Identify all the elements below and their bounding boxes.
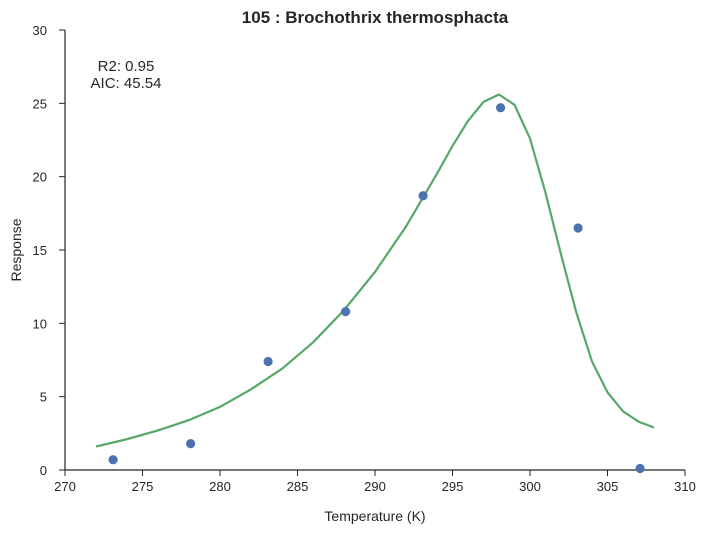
stats-annotation: R2: 0.95 AIC: 45.54	[91, 58, 162, 92]
y-tick-label: 0	[40, 463, 47, 478]
x-tick-label: 305	[597, 479, 619, 494]
y-tick-label: 30	[33, 23, 47, 38]
x-axis-ticks: 270 275 280 285 290 295 300 305 310	[54, 470, 696, 494]
x-tick-label: 280	[209, 479, 231, 494]
aic-annotation: AIC: 45.54	[91, 75, 162, 92]
y-tick-label: 20	[33, 170, 47, 185]
data-point	[418, 191, 428, 201]
data-point	[635, 463, 645, 474]
x-tick-label: 310	[674, 479, 696, 494]
data-point	[341, 307, 351, 317]
x-tick-label: 275	[132, 479, 154, 494]
x-axis-label: Temperature (K)	[324, 508, 425, 524]
fit-curve	[95, 93, 655, 448]
y-tick-label: 15	[33, 243, 47, 258]
x-tick-label: 300	[519, 479, 541, 494]
x-tick-label: 270	[54, 479, 76, 494]
chart-title: 105 : Brochothrix thermosphacta	[242, 8, 509, 27]
y-tick-label: 25	[33, 96, 47, 111]
fit-line-layer	[95, 93, 655, 448]
data-point	[263, 356, 273, 367]
r2-annotation: R2: 0.95	[98, 58, 155, 75]
data-point	[186, 439, 196, 449]
data-point	[496, 103, 506, 113]
x-tick-label: 285	[287, 479, 309, 494]
y-tick-label: 10	[33, 316, 47, 331]
data-points-layer	[108, 103, 645, 474]
x-tick-label: 295	[442, 479, 464, 494]
y-axis-ticks: 0 5 10 15 20 25 30	[33, 23, 65, 478]
y-tick-label: 5	[40, 390, 47, 405]
data-point	[108, 455, 118, 465]
x-tick-label: 290	[364, 479, 386, 494]
y-axis-label: Response	[8, 218, 24, 281]
data-point	[573, 223, 583, 233]
